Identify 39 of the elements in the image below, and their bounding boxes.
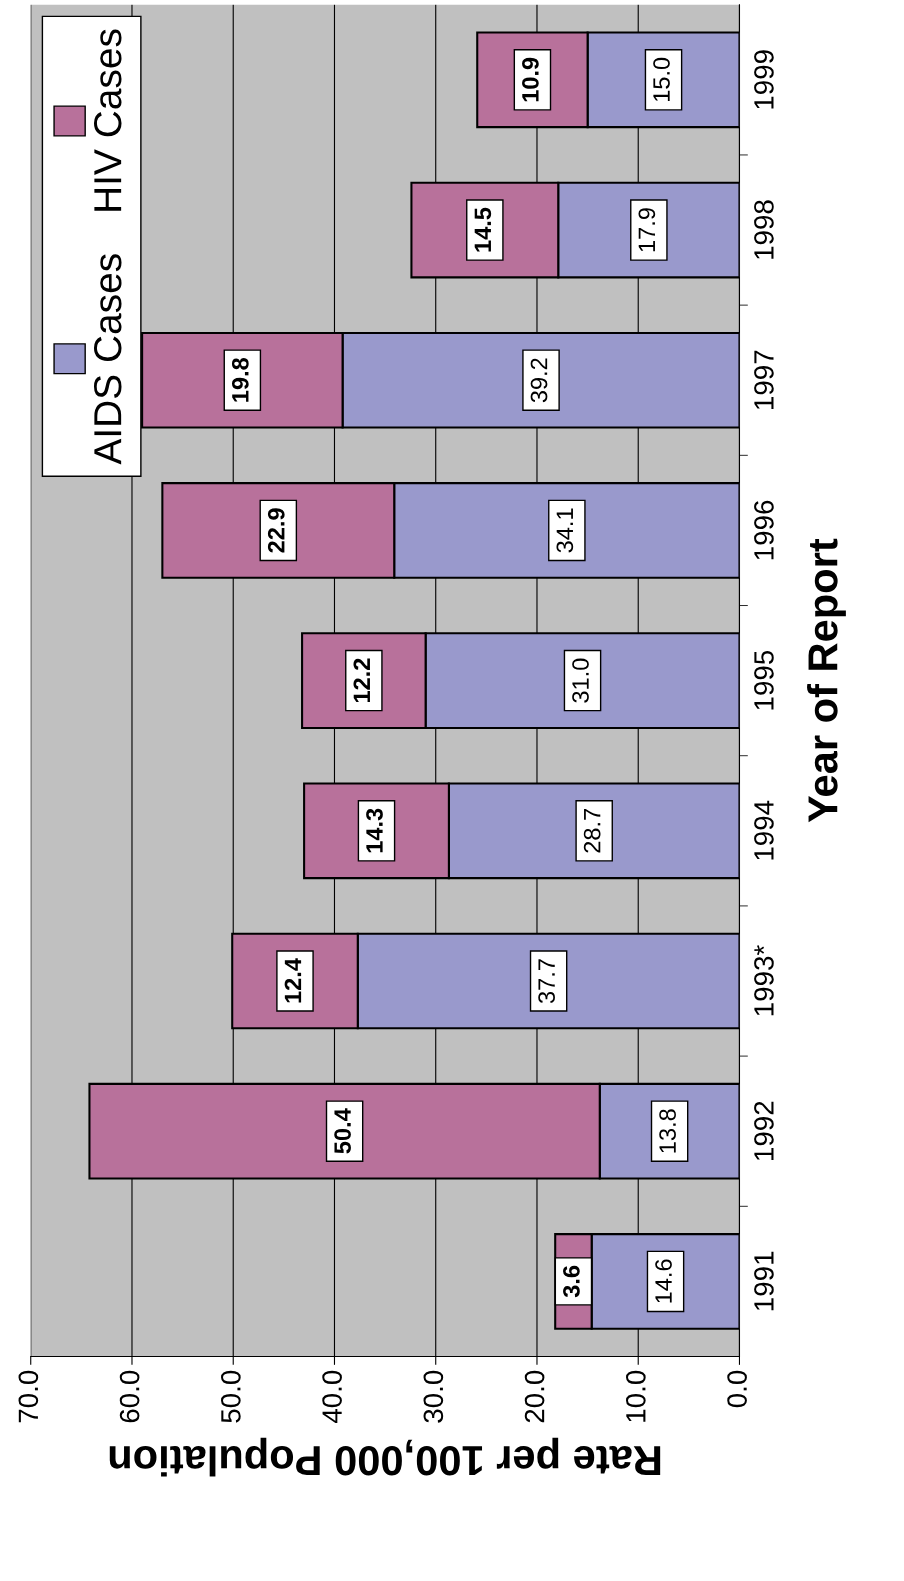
x-tick-label: 0.0 — [727, 1370, 747, 1408]
data-label: 3.6 — [563, 1265, 580, 1298]
x-tick-label: 10.0 — [626, 1370, 646, 1422]
y-tick-label: 1999 — [754, 50, 774, 109]
data-label: 12.4 — [284, 958, 302, 1003]
data-label: 39.2 — [530, 358, 548, 403]
y-tick-label: 1996 — [754, 500, 774, 560]
data-label: 37.7 — [538, 959, 555, 1004]
data-label: 15.0 — [653, 57, 670, 102]
data-label: 31.0 — [572, 658, 589, 703]
y-axis-title: Year of Report — [807, 538, 846, 823]
data-label: 12.2 — [353, 658, 370, 703]
legend-label: AIDS Cases — [93, 254, 122, 465]
data-label: 34.1 — [556, 508, 574, 553]
y-tick-label: 1994 — [754, 800, 774, 860]
x-tick-label: 20.0 — [524, 1370, 545, 1423]
x-tick-label: 50.0 — [221, 1370, 241, 1423]
data-label: 13.8 — [659, 1109, 676, 1153]
y-tick-label: 1991 — [754, 1251, 774, 1311]
x-axis-title: Rate per 100,000 Population — [109, 1437, 661, 1477]
legend-label: HIV Cases — [93, 29, 122, 211]
data-label: 28.7 — [583, 809, 601, 853]
x-tick-label: 30.0 — [423, 1370, 444, 1423]
x-tick-label: 60.0 — [119, 1370, 140, 1423]
data-label: 10.9 — [522, 57, 539, 102]
x-tick-label: 70.0 — [18, 1370, 39, 1423]
data-label: 17.9 — [638, 208, 656, 252]
data-label: 14.3 — [366, 808, 383, 853]
y-tick-label: 1993* — [754, 945, 774, 1016]
data-label: 50.4 — [334, 1108, 351, 1154]
data-label: 22.9 — [267, 508, 285, 553]
y-tick-label: 1998 — [754, 200, 774, 259]
data-label: 19.8 — [231, 357, 249, 402]
y-tick-label: 1992 — [754, 1101, 774, 1160]
y-tick-label: 1997 — [754, 350, 774, 410]
data-label: 14.5 — [474, 207, 492, 252]
x-tick-label: 40.0 — [322, 1370, 342, 1424]
data-label: 14.6 — [655, 1259, 672, 1303]
y-tick-label: 1995 — [754, 650, 774, 710]
